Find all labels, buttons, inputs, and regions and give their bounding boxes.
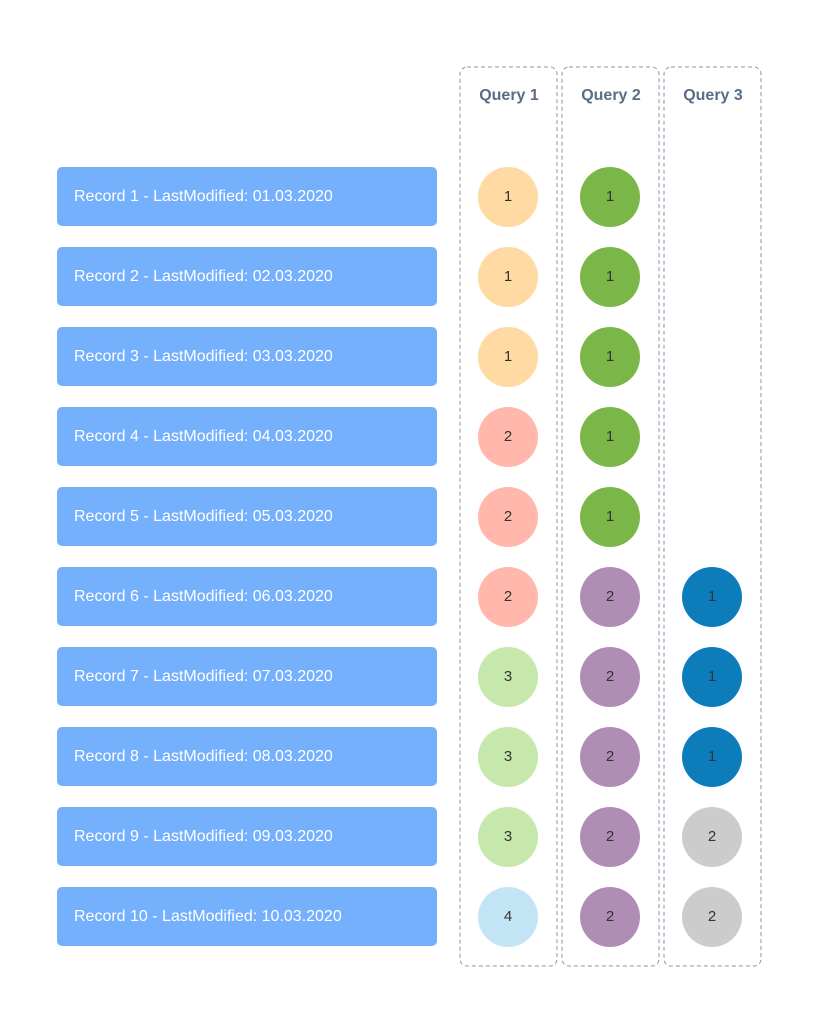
record-label: Record 10 - LastModified: 10.03.2020 [74, 908, 342, 925]
circle-label: 1 [504, 268, 512, 285]
query-circle [478, 727, 538, 787]
circle-label: 2 [504, 588, 512, 605]
record-box [57, 327, 437, 386]
query-circle [580, 327, 640, 387]
query-circle [478, 327, 538, 387]
query-circle [580, 247, 640, 307]
query-circle [478, 167, 538, 227]
circle-label: 1 [504, 348, 512, 365]
query-circle [478, 647, 538, 707]
record-label: Record 2 - LastModified: 02.03.2020 [74, 268, 333, 285]
query-circle [580, 567, 640, 627]
circle-label: 2 [606, 748, 614, 765]
circle-label: 1 [504, 188, 512, 205]
query-circle [682, 727, 742, 787]
query-circle [580, 167, 640, 227]
query-circle [580, 887, 640, 947]
record-label: Record 4 - LastModified: 04.03.2020 [74, 428, 333, 445]
query-circle [682, 887, 742, 947]
query-circle [682, 807, 742, 867]
query-circle [580, 807, 640, 867]
record-box [57, 807, 437, 866]
query-circle [580, 727, 640, 787]
circle-label: 2 [504, 428, 512, 445]
query-title: Query 3 [683, 87, 743, 104]
record-box [57, 727, 437, 786]
query-title: Query 1 [479, 87, 539, 104]
circle-label: 2 [504, 508, 512, 525]
query-column [459, 66, 558, 967]
query-circle [478, 567, 538, 627]
circle-label: 3 [504, 748, 512, 765]
query-circle [682, 647, 742, 707]
query-circle [682, 567, 742, 627]
record-box [57, 167, 437, 226]
circle-label: 1 [606, 268, 614, 285]
circle-label: 1 [708, 748, 716, 765]
query-circle [580, 647, 640, 707]
record-label: Record 6 - LastModified: 06.03.2020 [74, 588, 333, 605]
circle-label: 4 [504, 908, 512, 925]
query-circle [580, 407, 640, 467]
circle-label: 3 [504, 828, 512, 845]
record-label: Record 9 - LastModified: 09.03.2020 [74, 828, 333, 845]
record-label: Record 1 - LastModified: 01.03.2020 [74, 188, 333, 205]
query-title: Query 2 [581, 87, 641, 104]
circle-label: 1 [606, 188, 614, 205]
circle-label: 2 [708, 828, 716, 845]
circle-label: 2 [606, 668, 614, 685]
record-box [57, 247, 437, 306]
circle-label: 2 [606, 828, 614, 845]
record-box [57, 487, 437, 546]
query-column [663, 66, 762, 967]
circle-label: 2 [606, 908, 614, 925]
circle-label: 1 [708, 668, 716, 685]
record-box [57, 887, 437, 946]
record-label: Record 8 - LastModified: 08.03.2020 [74, 748, 333, 765]
circle-label: 3 [504, 668, 512, 685]
query-circle [478, 807, 538, 867]
circle-label: 1 [606, 428, 614, 445]
query-circle [478, 887, 538, 947]
circle-label: 2 [708, 908, 716, 925]
query-column [561, 66, 660, 967]
circle-label: 1 [708, 588, 716, 605]
query-circle [478, 247, 538, 307]
circle-label: 1 [606, 508, 614, 525]
record-label: Record 3 - LastModified: 03.03.2020 [74, 348, 333, 365]
circle-label: 1 [606, 348, 614, 365]
record-box [57, 407, 437, 466]
query-circle [478, 487, 538, 547]
record-box [57, 567, 437, 626]
record-label: Record 7 - LastModified: 07.03.2020 [74, 668, 333, 685]
record-label: Record 5 - LastModified: 05.03.2020 [74, 508, 333, 525]
record-box [57, 647, 437, 706]
circle-label: 2 [606, 588, 614, 605]
query-circle [580, 487, 640, 547]
query-circle [478, 407, 538, 467]
